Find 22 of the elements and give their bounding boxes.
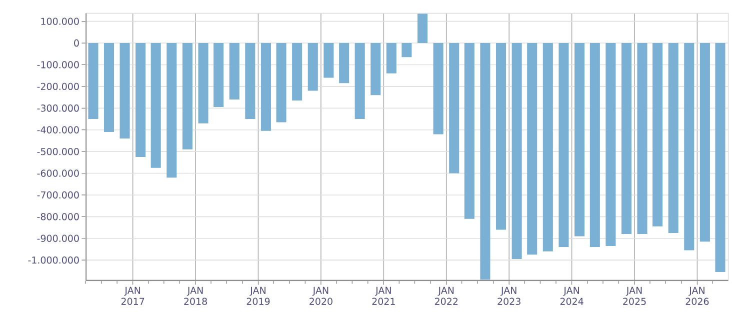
- x-tick-label: JAN 2023: [498, 286, 520, 305]
- y-tick-label: -300.000: [37, 104, 79, 112]
- x-tick-label: JAN 2017: [121, 286, 144, 305]
- x-tick-label: JAN 2021: [372, 286, 395, 305]
- x-tick-label: JAN 2025: [623, 286, 646, 305]
- y-tick-label: -100.000: [37, 61, 79, 68]
- x-tick-label: JAN 2024: [560, 286, 584, 305]
- y-tick-label: -500.000: [37, 148, 79, 156]
- y-tick-label: -200.000: [37, 82, 79, 90]
- y-tick-label: 0: [74, 39, 79, 47]
- y-tick-label: -800.000: [37, 213, 79, 220]
- x-tick-label: JAN 2020: [310, 286, 332, 305]
- y-tick-label: -400.000: [37, 126, 79, 134]
- x-tick-label: JAN 2019: [246, 286, 270, 305]
- y-tick-label: -700.000: [37, 191, 79, 199]
- y-tick-label: 100.000: [41, 18, 79, 25]
- x-tick-label: JAN 2026: [686, 286, 709, 305]
- x-tick-label: JAN 2022: [434, 286, 458, 305]
- y-tick-label: -600.000: [37, 170, 79, 177]
- y-tick-label: -1.000.000: [28, 256, 79, 264]
- x-tick-label: JAN 2018: [184, 286, 207, 305]
- y-tick-label: -900.000: [37, 234, 79, 242]
